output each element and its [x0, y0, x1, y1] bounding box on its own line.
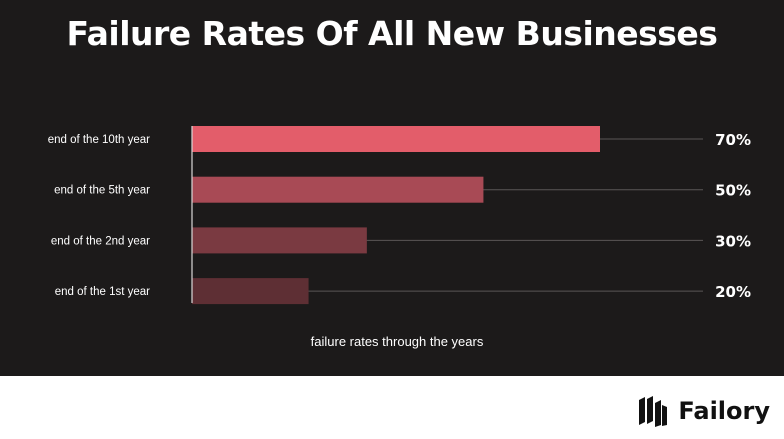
chart-title: Failure Rates Of All New Businesses	[66, 14, 718, 53]
failory-logo-icon	[639, 396, 668, 427]
value-label: 70%	[715, 131, 751, 149]
category-label: end of the 2nd year	[51, 235, 150, 247]
chart-panel: Failure Rates Of All New Businesses end …	[0, 0, 784, 376]
category-label: end of the 1st year	[55, 286, 150, 298]
bar	[192, 227, 367, 254]
category-label: end of the 10th year	[48, 134, 150, 146]
brand-name: Failory	[678, 397, 770, 425]
brand: Failory	[637, 395, 770, 427]
value-label: 30%	[715, 232, 751, 250]
bar	[192, 126, 600, 152]
value-label: 20%	[715, 283, 751, 301]
category-label: end of the 5th year	[54, 185, 150, 197]
footer: Failory	[0, 376, 784, 439]
x-axis-label: failure rates through the years	[311, 334, 484, 349]
bar-chart: end of the 10th year 70% end of the 5th ye…	[48, 126, 751, 349]
bar	[192, 278, 309, 305]
bar	[192, 176, 484, 203]
value-label: 50%	[715, 182, 751, 200]
